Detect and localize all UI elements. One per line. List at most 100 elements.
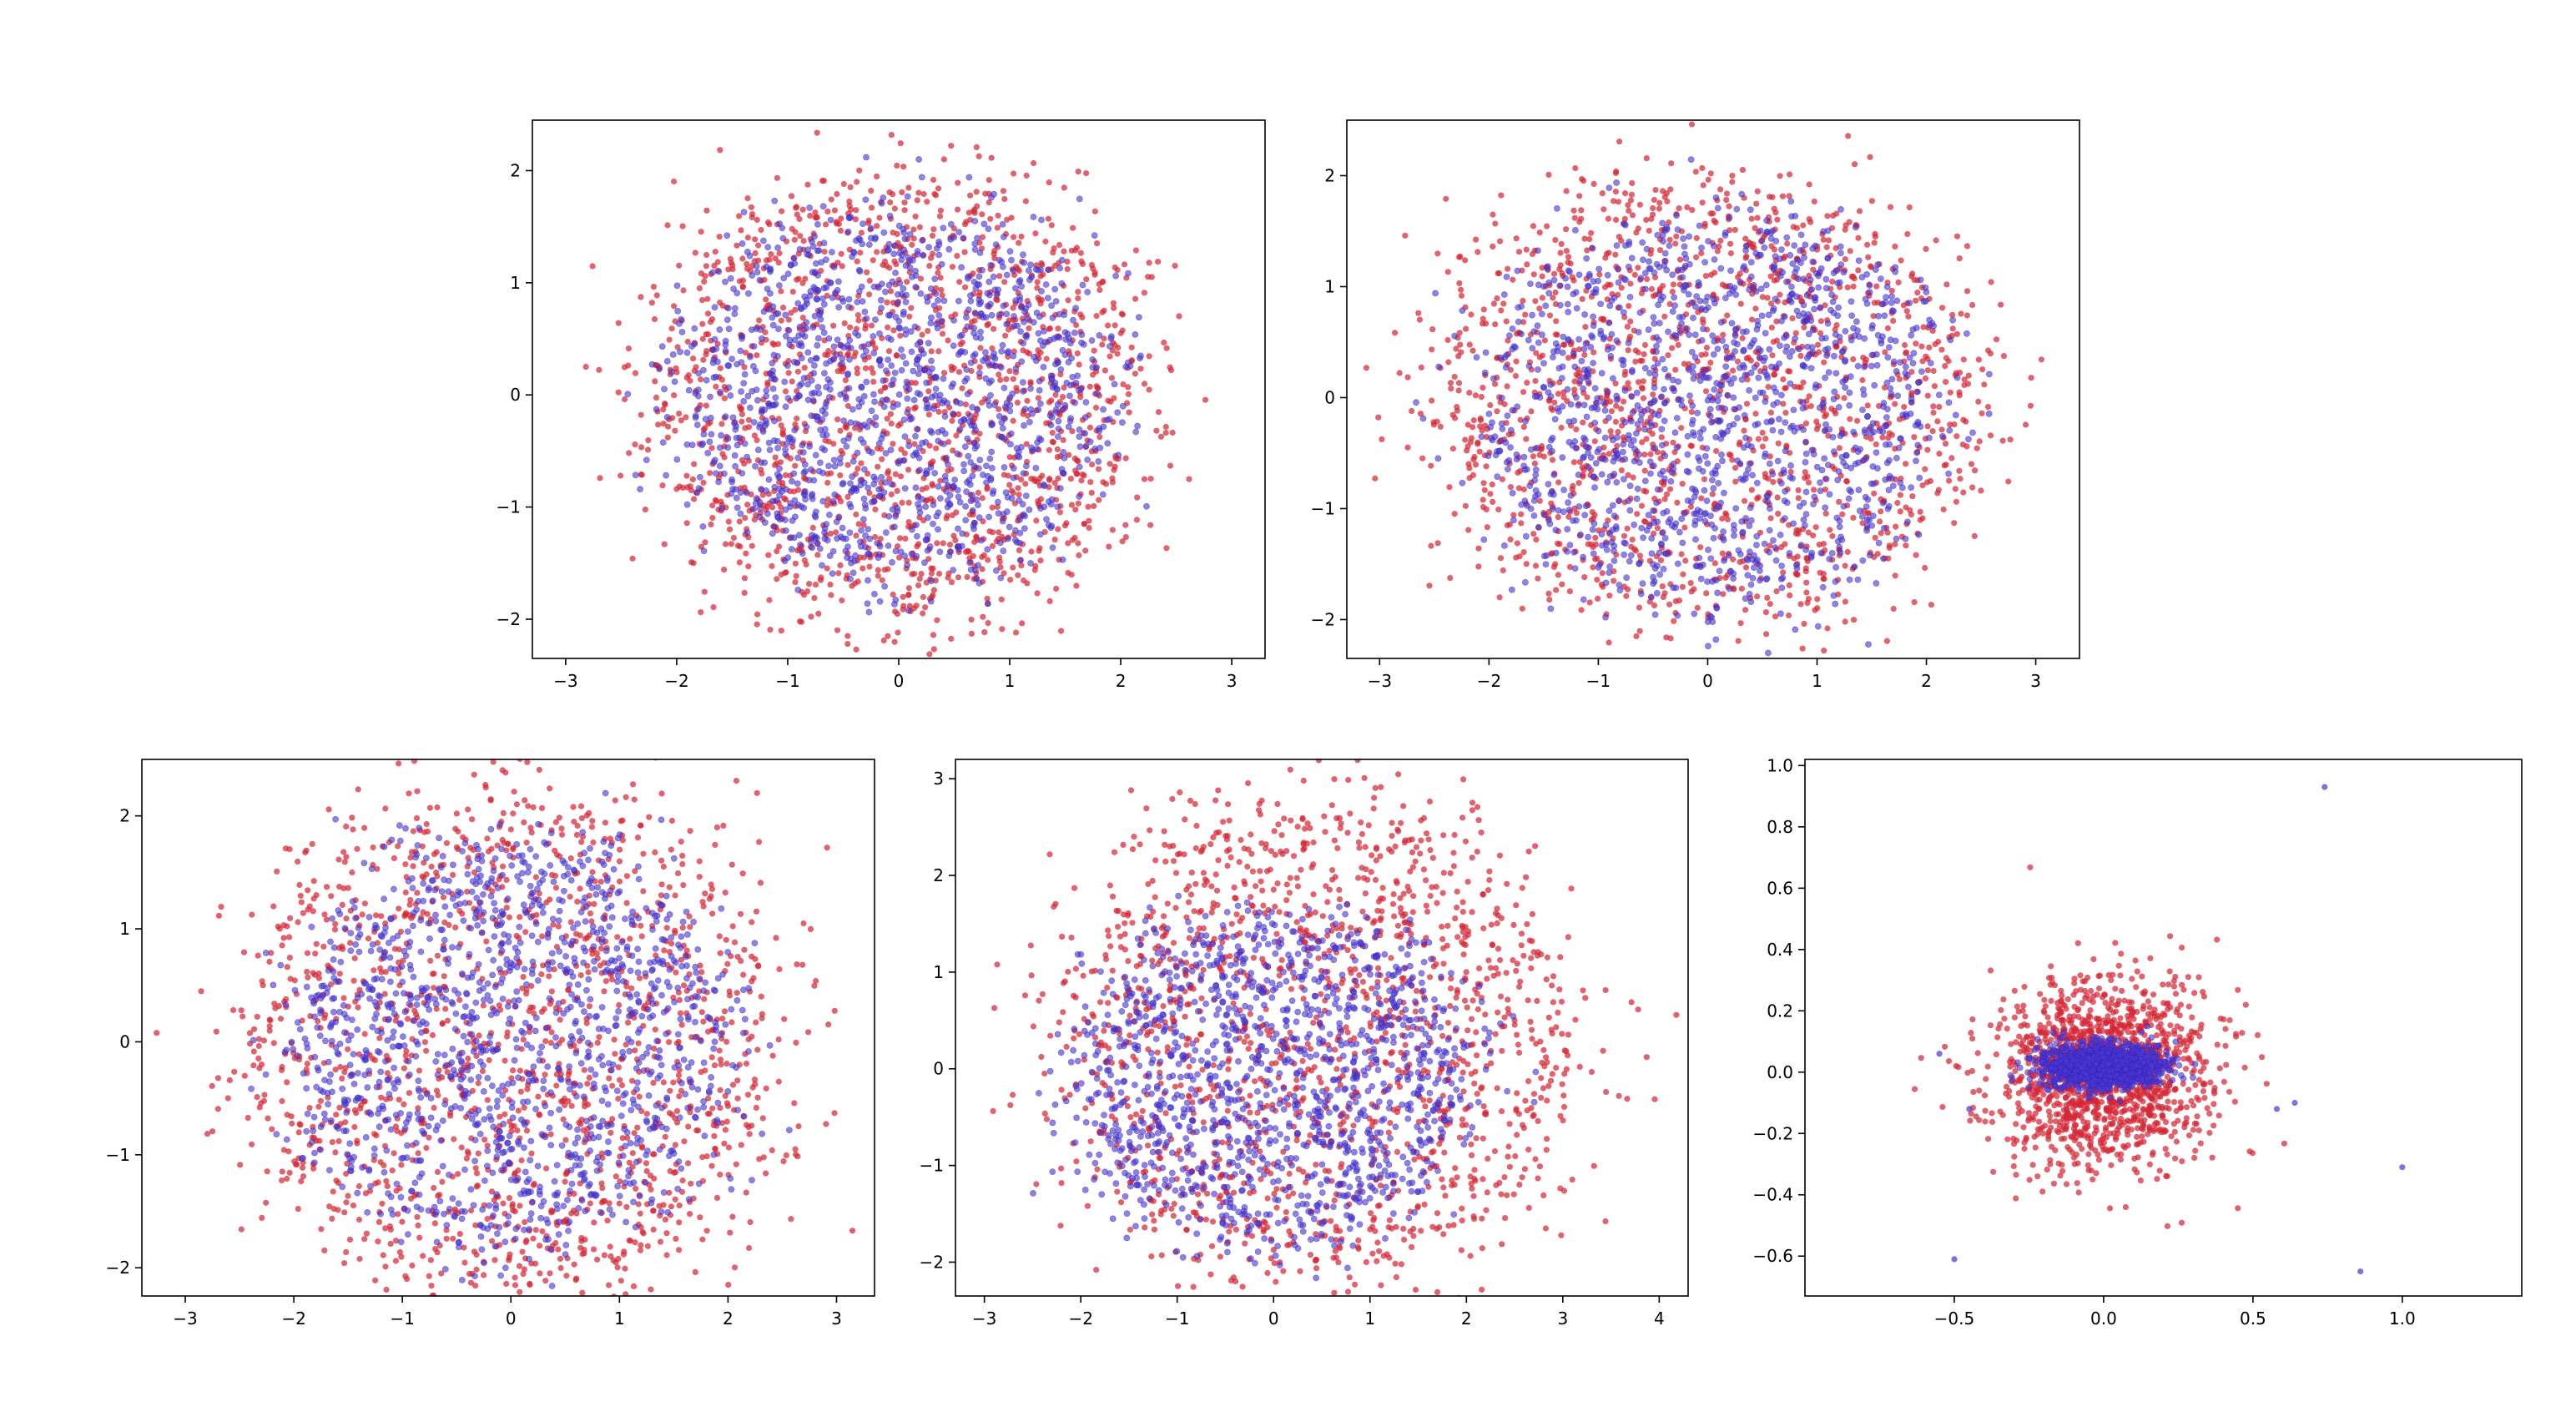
data-point [1112,463,1118,470]
data-point [1624,525,1631,532]
data-point [1456,330,1463,336]
data-point [1750,281,1757,289]
data-point [1520,453,1528,461]
data-point [1565,513,1572,520]
data-point [729,266,736,273]
data-point [1824,227,1832,234]
data-point [1674,499,1681,506]
data-point [1872,230,1878,237]
data-point [785,316,792,323]
data-point [1797,601,1804,608]
data-point [1688,121,1696,128]
data-point [713,345,720,352]
data-point [890,250,897,258]
data-point [820,240,828,247]
data-point [1109,479,1116,486]
data-point [1580,385,1586,392]
data-point [970,270,976,277]
data-point [1672,240,1679,247]
data-point [1961,376,1968,383]
data-point [1539,273,1545,280]
data-point [991,355,999,362]
data-point [1647,451,1654,457]
data-point [792,421,799,428]
data-point [950,567,957,573]
data-point [1612,381,1619,387]
data-point [1590,349,1597,356]
data-point [1040,271,1046,278]
data-point [1402,232,1409,239]
data-point [996,558,1003,565]
data-point [1571,214,1578,221]
data-point [1542,561,1550,568]
data-point [1122,534,1129,541]
data-point [1755,374,1762,381]
data-point [730,285,737,292]
data-point [794,502,802,508]
data-point [956,426,964,433]
data-point [1429,397,1435,404]
data-point [960,461,967,468]
data-point [776,543,783,550]
data-point [767,290,774,297]
data-point [1014,399,1021,406]
data-point [1107,461,1113,467]
data-point [1100,278,1107,285]
data-point [718,421,725,427]
data-point [970,352,977,360]
data-point [1623,592,1630,599]
data-point [703,376,710,384]
data-point [744,248,751,255]
data-point [895,317,903,325]
data-point [683,414,689,421]
data-point [1462,257,1469,264]
data-point [1003,320,1011,328]
data-point [750,506,758,512]
data-point [763,387,770,394]
data-point [722,413,729,420]
data-point [1923,245,1929,252]
data-point [1078,331,1086,338]
data-point [885,356,891,363]
data-point [1850,428,1857,436]
data-point [1566,542,1574,549]
data-point [1775,511,1782,517]
data-point [1774,457,1782,465]
data-point [1892,243,1898,250]
data-point [1016,557,1024,564]
data-point [663,471,669,479]
data-point [1544,223,1550,229]
data-point [1881,312,1888,320]
data-point [888,491,895,498]
data-point [968,616,975,623]
data-point [1783,442,1790,449]
data-point [782,471,789,479]
data-point [1769,537,1777,544]
data-point [938,318,945,325]
data-point [618,472,624,479]
data-point [1545,171,1552,178]
data-point [1681,510,1688,517]
data-point [854,370,860,376]
data-point [1506,332,1513,339]
data-point [698,609,704,616]
data-point [1030,319,1037,326]
data-point [1018,562,1025,569]
data-point [793,204,799,211]
data-point [1731,339,1737,346]
data-point [1811,487,1817,493]
data-point [1072,507,1079,513]
data-point [988,448,996,456]
data-point [854,179,860,185]
data-point [2023,421,2029,428]
data-point [1122,363,1130,371]
data-point [1957,476,1964,482]
data-point [1567,401,1575,408]
data-point [864,600,871,608]
data-point [1883,638,1890,644]
data-point [866,417,873,425]
data-point [1807,403,1814,410]
data-point [679,484,686,492]
data-point [857,250,864,256]
data-point [884,416,890,422]
